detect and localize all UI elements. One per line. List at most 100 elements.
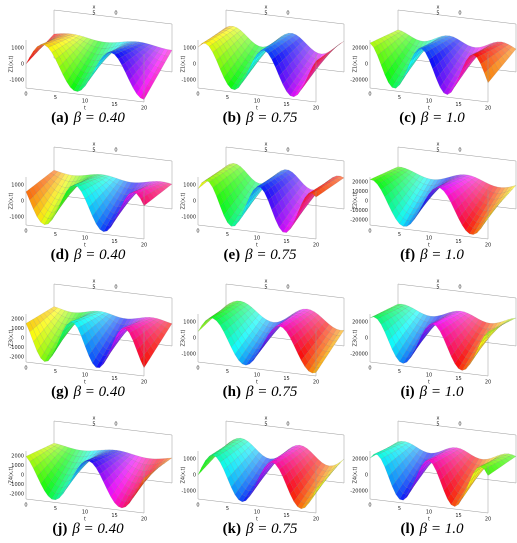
z-tick-label: 2000 xyxy=(11,453,24,459)
t-tick-label: 5 xyxy=(398,232,401,238)
t-tick-label: 10 xyxy=(82,510,88,516)
caption-label: (d) xyxy=(51,247,69,263)
t-tick-label: 20 xyxy=(485,517,491,523)
surface-patch xyxy=(508,46,517,54)
z-axis-label: Z1(x,t) xyxy=(353,55,359,72)
caption-label: (k) xyxy=(223,521,241,537)
surface-patch xyxy=(336,41,345,47)
caption-label: (a) xyxy=(51,110,69,126)
z-tick-label: -20000 xyxy=(350,352,368,358)
caption-label: (c) xyxy=(399,110,416,126)
z-axis-label: Z4(x,t) xyxy=(181,466,187,483)
z-axis-label: Z1(x,t) xyxy=(181,55,187,72)
z-tick-label: 2000 xyxy=(11,316,24,322)
t-tick-label: 5 xyxy=(398,95,401,101)
surface-patch xyxy=(494,59,503,71)
caption-text: β = 0.40 xyxy=(73,247,126,263)
t-tick-label: 10 xyxy=(426,373,432,379)
z-axis-label: Z3(x,t) xyxy=(181,329,187,346)
t-tick-label: 15 xyxy=(283,376,289,382)
caption: (h) β = 0.75 xyxy=(223,384,298,400)
z-tick-label: 1000 xyxy=(183,183,196,189)
x-tick-label: 5 xyxy=(92,285,95,291)
t-tick-label: 10 xyxy=(82,236,88,242)
t-axis-label: t xyxy=(84,243,86,249)
z-tick-label: 0 xyxy=(21,62,24,68)
caption: (e) β = 0.75 xyxy=(224,247,297,263)
z-tick-label: 1000 xyxy=(183,457,196,463)
t-tick-label: 20 xyxy=(313,106,319,112)
x-tick-label: 0 xyxy=(114,422,117,428)
surface-patch xyxy=(326,48,334,56)
z-tick-label: -2000 xyxy=(9,492,24,498)
caption-text: β = 1.0 xyxy=(419,384,464,400)
z-tick-label: 0 xyxy=(21,199,24,205)
surface-patch xyxy=(157,61,166,69)
surface-patch xyxy=(487,66,496,79)
z-axis-label: Z1(x,t) xyxy=(9,55,15,72)
t-tick-label: 15 xyxy=(111,239,117,245)
x-tick-label: 0 xyxy=(458,422,461,428)
t-tick-label: 15 xyxy=(283,102,289,108)
t-tick-label: 0 xyxy=(196,229,199,235)
x-tick-label: 0 xyxy=(286,148,289,154)
z-tick-label: 1000 xyxy=(11,46,24,52)
caption-text: β = 1.0 xyxy=(419,247,464,263)
z-axis-label: Z2(x,t) xyxy=(353,192,359,209)
x-tick-label: 0 xyxy=(286,285,289,291)
t-tick-label: 15 xyxy=(111,102,117,108)
z-tick-label: -10000 xyxy=(350,208,368,214)
t-tick-label: 20 xyxy=(141,243,147,249)
z-tick-label: -1000 xyxy=(9,78,24,84)
caption: (a) β = 0.40 xyxy=(51,110,125,126)
t-tick-label: 15 xyxy=(283,513,289,519)
z-axis-label: Z4(x,t) xyxy=(9,466,15,483)
t-tick-label: 10 xyxy=(426,236,432,242)
panel: 20000 10000 0 -10000 -20000 Z2(x,t) 0 5 10 15 20 t x… xyxy=(350,142,517,263)
t-tick-label: 5 xyxy=(226,369,229,375)
x-tick-label: 5 xyxy=(92,11,95,17)
caption: (l) β = 1.0 xyxy=(400,521,464,537)
t-tick-label: 20 xyxy=(313,517,319,523)
t-tick-label: 15 xyxy=(455,376,461,382)
t-tick-label: 10 xyxy=(254,510,260,516)
t-axis-label: t xyxy=(428,106,430,112)
t-tick-label: 20 xyxy=(313,243,319,249)
t-tick-label: 15 xyxy=(283,239,289,245)
z-tick-label: -2000 xyxy=(9,355,24,361)
x-axis-label: x xyxy=(265,5,268,11)
z-tick-label: -20000 xyxy=(350,78,368,84)
caption: (f) β = 1.0 xyxy=(400,247,464,263)
t-tick-label: 20 xyxy=(485,243,491,249)
z-tick-label: 0 xyxy=(21,336,24,342)
t-tick-label: 0 xyxy=(24,503,27,509)
caption-text: β = 0.75 xyxy=(245,110,298,126)
caption: (c) β = 1.0 xyxy=(399,110,465,126)
x-tick-label: 5 xyxy=(92,148,95,154)
surface-patch xyxy=(494,200,503,210)
t-tick-label: 0 xyxy=(368,229,371,235)
z-axis-label: Z4(x,t) xyxy=(353,466,359,483)
surface-patch xyxy=(322,51,331,59)
caption-text: β = 0.40 xyxy=(73,384,126,400)
surface-patch xyxy=(329,180,338,186)
surface-patch xyxy=(336,175,345,181)
z-tick-label: 1000 xyxy=(183,320,196,326)
z-tick-label: 0 xyxy=(365,62,368,68)
t-tick-label: 20 xyxy=(141,517,147,523)
t-axis-label: t xyxy=(428,243,430,249)
surface-patch xyxy=(333,178,341,183)
z-tick-label: 0 xyxy=(21,473,24,479)
x-tick-label: 5 xyxy=(264,11,267,17)
t-tick-label: 10 xyxy=(426,510,432,516)
x-axis-label: x xyxy=(265,142,268,148)
surface-patch xyxy=(319,53,327,62)
t-tick-label: 20 xyxy=(141,380,147,386)
